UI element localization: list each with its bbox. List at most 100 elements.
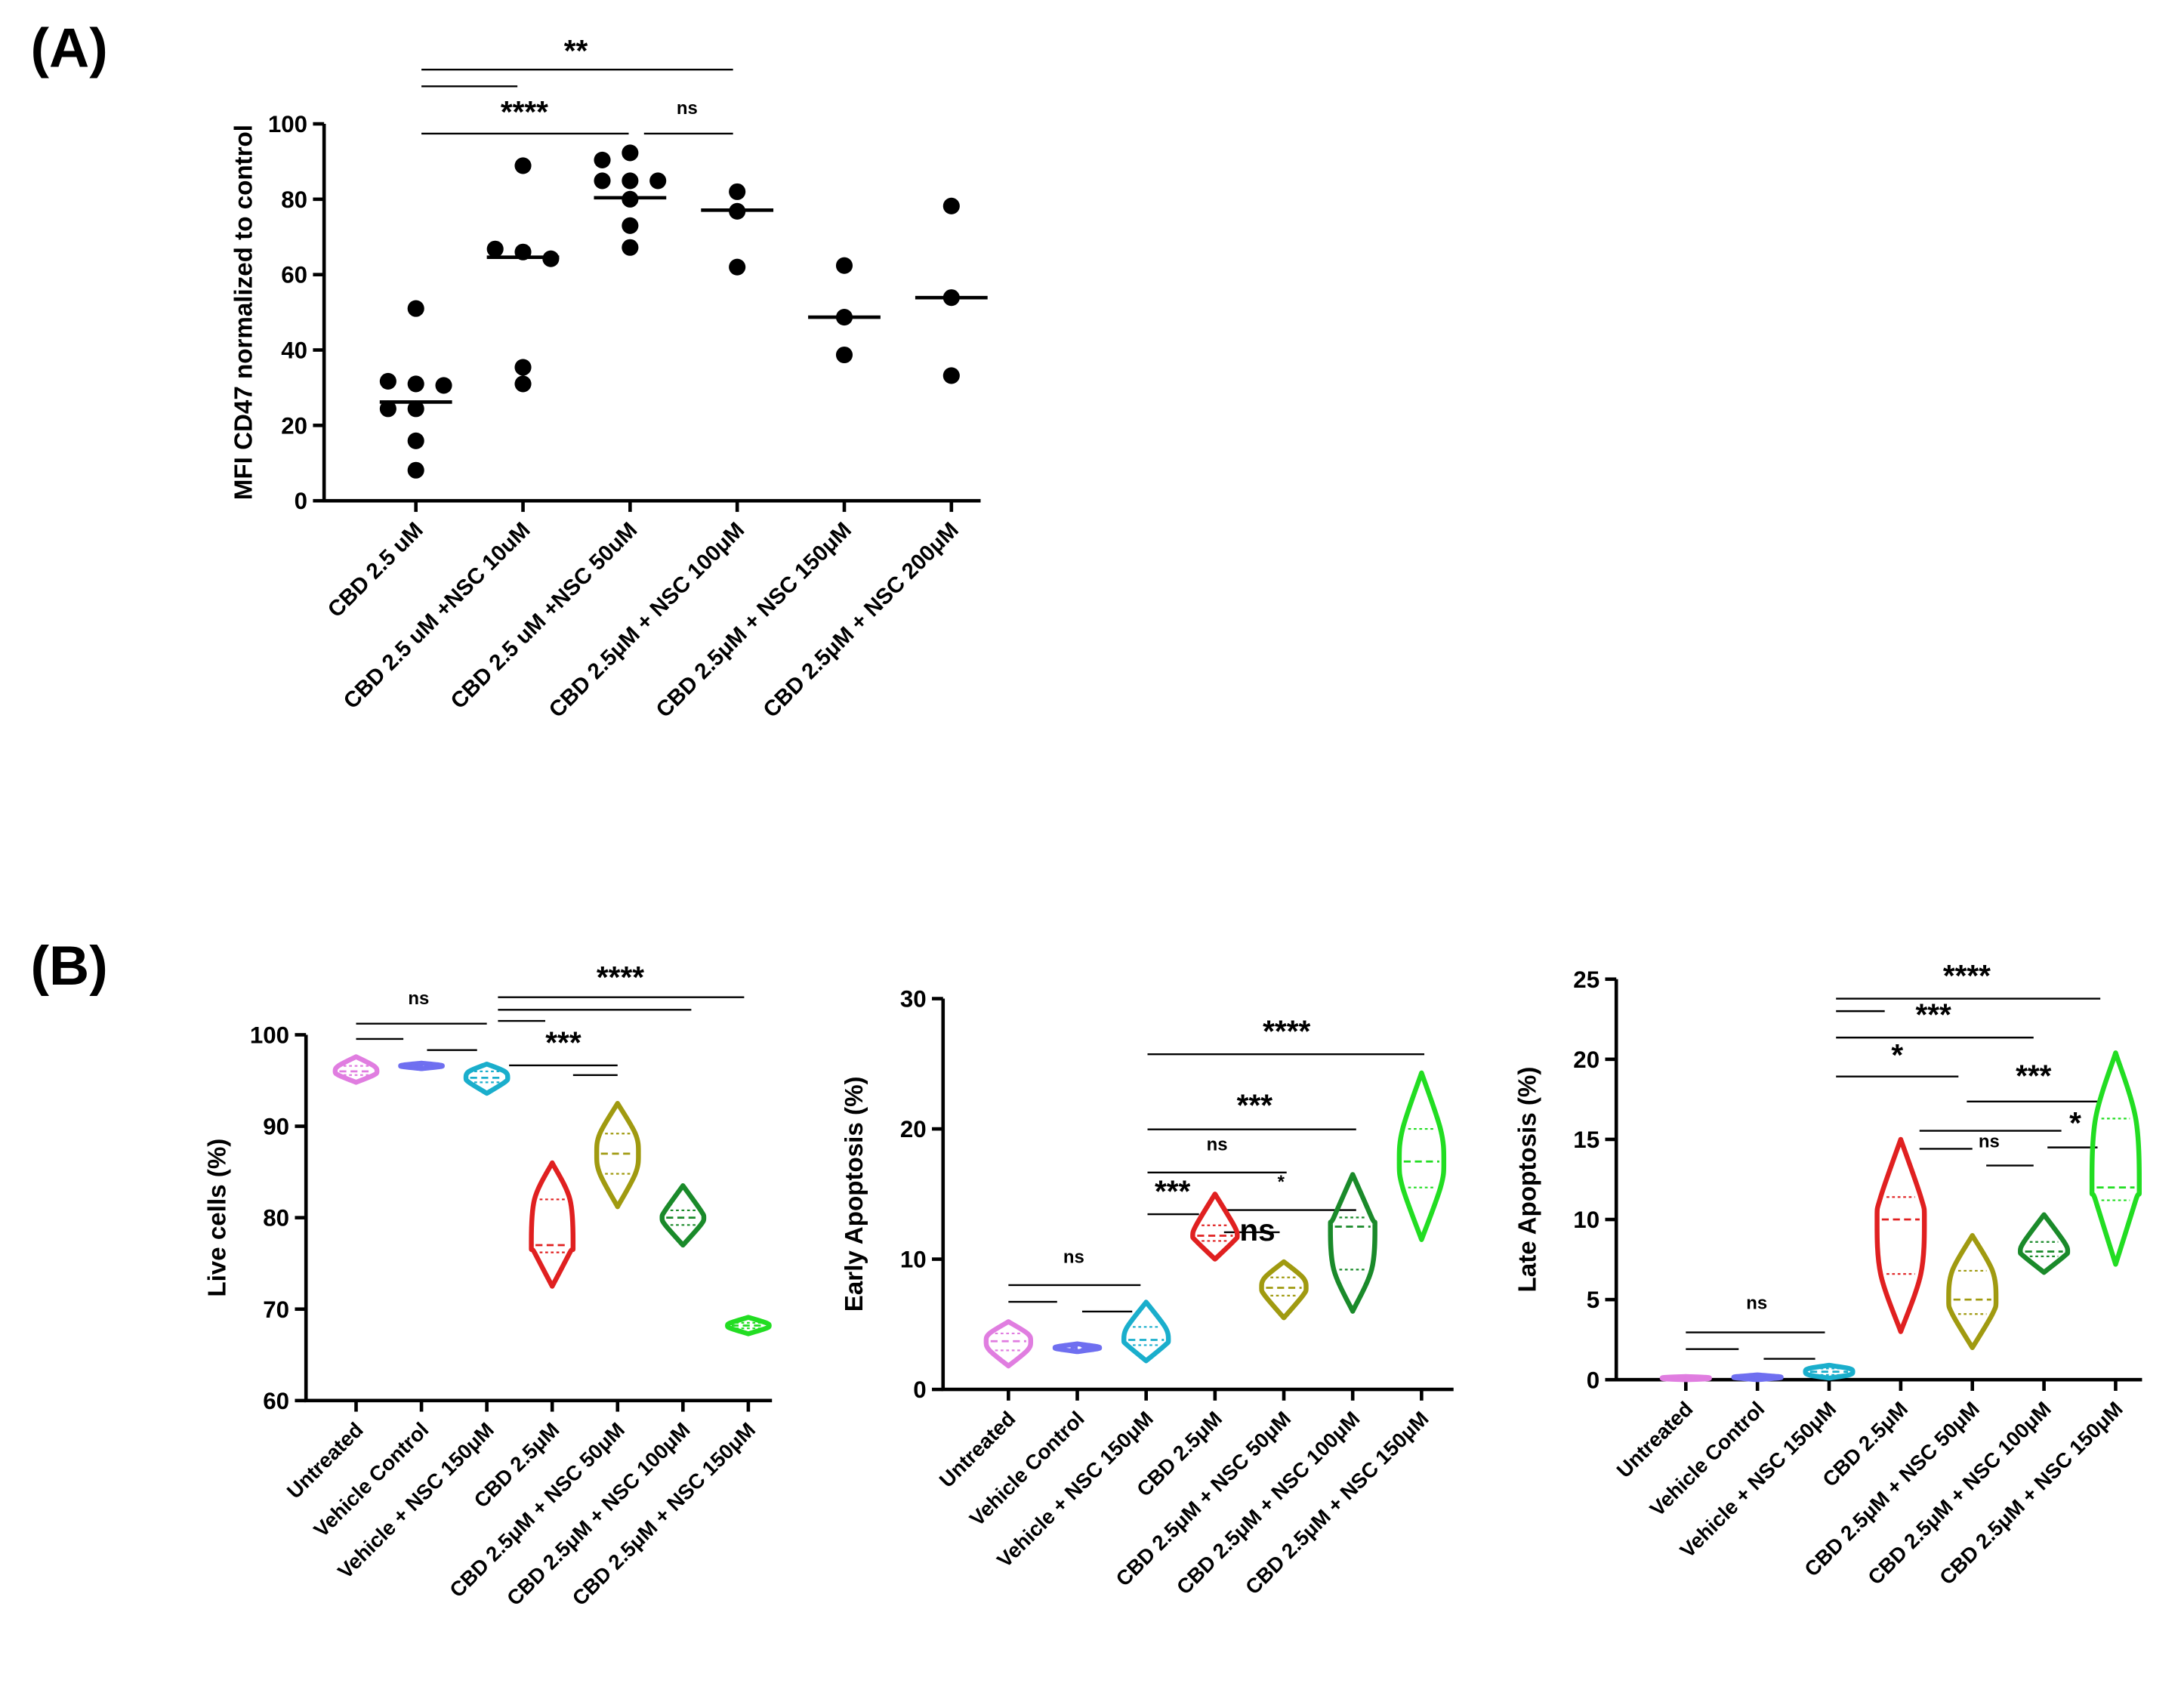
violin	[1259, 1259, 1309, 1321]
y-tick-label: 10	[1573, 1207, 1600, 1233]
violin	[1328, 1172, 1377, 1314]
significance-label: ****	[501, 94, 548, 129]
significance-label: ***	[1915, 997, 1951, 1032]
y-tick-label: 80	[263, 1205, 289, 1232]
y-tick-label: 40	[281, 338, 307, 364]
y-tick-label: 5	[1587, 1287, 1600, 1313]
data-point	[622, 172, 639, 190]
y-tick-label: 20	[900, 1116, 927, 1142]
y-tick-label: 60	[263, 1388, 289, 1414]
violin	[725, 1315, 772, 1336]
data-point	[407, 400, 424, 418]
significance-label: *	[2069, 1105, 2081, 1140]
data-point	[942, 367, 960, 384]
y-tick-label: 100	[250, 1022, 289, 1048]
data-point	[379, 400, 396, 418]
violin	[1731, 1372, 1784, 1383]
y-tick-label: 15	[1573, 1127, 1600, 1153]
violin	[2089, 1050, 2142, 1267]
x-tick-label: CBD 2.5 uM +NSC 50uM	[446, 517, 642, 714]
data-point	[835, 346, 853, 364]
violin	[1190, 1192, 1240, 1262]
y-tick-label: 30	[900, 986, 927, 1013]
data-point	[729, 183, 746, 200]
y-tick-label: 25	[1573, 967, 1600, 993]
significance-label: ***	[1237, 1087, 1273, 1122]
data-point	[729, 258, 746, 276]
y-tick-label: 10	[900, 1247, 927, 1273]
y-axis-label: Late Apoptosis (%)	[1513, 1067, 1541, 1293]
data-point	[435, 377, 452, 394]
significance-label: ns	[1979, 1132, 2000, 1152]
data-point	[486, 240, 504, 257]
data-point	[407, 461, 424, 479]
data-point	[622, 239, 639, 256]
data-point	[407, 432, 424, 449]
data-point	[622, 217, 639, 234]
y-tick-label: 80	[281, 187, 307, 213]
violin	[1946, 1233, 1999, 1351]
y-tick-label: 0	[1587, 1367, 1600, 1393]
y-tick-label: 20	[281, 412, 307, 439]
violin	[1052, 1341, 1103, 1355]
violin	[463, 1061, 511, 1096]
significance-label: ns	[677, 98, 698, 119]
x-tick-label: CBD 2.5 uM +NSC 10uM	[339, 517, 535, 714]
significance-label: ns	[1063, 1247, 1084, 1268]
violin	[529, 1160, 576, 1289]
significance-label: ***	[1155, 1173, 1191, 1208]
data-point	[514, 375, 532, 393]
data-point	[514, 157, 532, 174]
x-tick-label: CBD 2.5μM + NSC 100μM	[544, 517, 750, 723]
violin	[1121, 1299, 1171, 1364]
y-axis-label: Early Apoptosis (%)	[841, 1076, 868, 1312]
x-tick-label: CBD 2.5μM + NSC 150μM	[651, 517, 856, 723]
y-tick-label: 0	[295, 488, 307, 514]
significance-label: ***	[2016, 1059, 2052, 1093]
y-tick-label: 0	[913, 1377, 926, 1403]
data-point	[594, 151, 611, 169]
data-point	[407, 300, 424, 317]
y-tick-label: 100	[268, 111, 307, 137]
violin	[1659, 1373, 1712, 1383]
violin	[1396, 1070, 1447, 1242]
y-axis-label: Live cells (%)	[203, 1139, 231, 1297]
x-tick-label: CBD 2.5 uM	[323, 517, 428, 622]
y-tick-label: 60	[281, 262, 307, 288]
axis-line	[1614, 979, 2142, 1382]
significance-label: ****	[597, 960, 644, 994]
data-point	[379, 372, 396, 390]
significance-label: ****	[1263, 1014, 1310, 1049]
y-tick-label: 90	[263, 1114, 289, 1140]
y-tick-label: 20	[1573, 1047, 1600, 1073]
significance-label: ns	[1239, 1213, 1275, 1247]
significance-label: ****	[1943, 958, 1991, 993]
y-axis-label: MFI CD47 normalized to control	[230, 125, 258, 500]
violin	[983, 1319, 1034, 1369]
significance-label: ***	[545, 1025, 581, 1059]
data-point	[407, 375, 424, 393]
x-tick-label: Vehicle Control	[309, 1418, 433, 1542]
violin	[1874, 1136, 1927, 1334]
significance-label: *	[1278, 1172, 1285, 1192]
violin	[1803, 1362, 1856, 1381]
panel-label: (B)	[31, 934, 108, 997]
data-point	[622, 144, 639, 162]
significance-label: ns	[1746, 1293, 1767, 1313]
x-tick-label: CBD 2.5μM + NSC 200μM	[758, 517, 964, 723]
data-point	[835, 257, 853, 274]
significance-label: ns	[408, 988, 429, 1009]
violin	[2018, 1212, 2071, 1275]
significance-label: *	[1891, 1037, 1903, 1072]
data-point	[594, 172, 611, 190]
violin	[594, 1101, 641, 1210]
data-point	[942, 197, 960, 214]
data-point	[649, 172, 667, 190]
y-tick-label: 70	[263, 1296, 289, 1323]
significance-label: ns	[1207, 1134, 1228, 1155]
violin	[659, 1183, 707, 1248]
violin	[332, 1054, 380, 1085]
data-point	[514, 359, 532, 376]
panel-label: (A)	[31, 17, 108, 79]
